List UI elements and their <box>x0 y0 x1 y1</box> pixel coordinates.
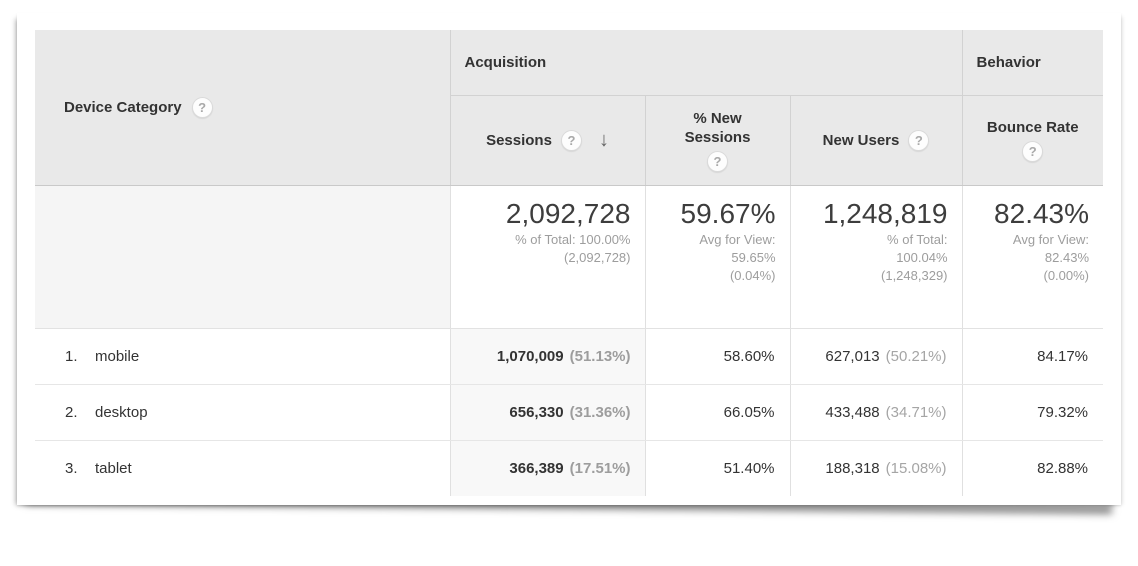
summary-sessions-subtext: % of Total: 100.00% <box>515 231 631 247</box>
sessions-column-header[interactable]: Sessions ? ↓ <box>449 95 645 186</box>
sessions-value: 366,389 <box>509 459 564 477</box>
table-row: 1. mobile 1,070,009 (51.13%) 58.60% 627,01… <box>35 328 1104 385</box>
summary-bounce-rate-subtext: 82.43% <box>1044 249 1090 265</box>
row-index: 3. <box>65 459 78 477</box>
new-users-value: 188,318 <box>825 459 880 477</box>
sessions-cell: 1,070,009 (51.13%) <box>449 328 645 385</box>
summary-new-users-value: 1,248,819 <box>822 197 948 229</box>
bounce-rate-value: 84.17% <box>1037 347 1089 365</box>
new-users-percent: (50.21%) <box>885 347 947 365</box>
summary-bounce-rate-subtext: (0.00%) <box>1043 267 1090 283</box>
pct-new-sessions-value: 58.60% <box>723 347 775 365</box>
bounce-rate-value: 79.32% <box>1037 403 1089 421</box>
sessions-cell: 366,389 (17.51%) <box>449 440 645 496</box>
summary-pct-new-sessions-subtext: 59.65% <box>731 249 776 265</box>
device-category-header-cell: Device Category ? <box>35 30 450 186</box>
bounce-rate-cell: 79.32% <box>961 384 1104 441</box>
help-icon[interactable]: ? <box>1022 141 1044 162</box>
device-name[interactable]: desktop <box>95 403 148 421</box>
device-cell: 1. mobile <box>35 328 450 385</box>
acquisition-group-label: Acquisition <box>464 53 547 71</box>
pct-new-sessions-value: 66.05% <box>723 403 775 421</box>
acquisition-group-header: Acquisition <box>449 30 963 96</box>
pct-new-sessions-cell: 58.60% <box>644 328 790 385</box>
sessions-percent: (31.36%) <box>569 403 631 421</box>
summary-sessions-cell: 2,092,728 % of Total: 100.00% (2,092,728… <box>449 185 645 329</box>
help-icon[interactable]: ? <box>908 129 930 151</box>
table-row: 2. desktop 656,330 (31.36%) 66.05% 433,488… <box>35 384 1104 441</box>
new-users-percent: (15.08%) <box>885 459 947 477</box>
new-users-value: 433,488 <box>825 403 880 421</box>
sessions-value: 1,070,009 <box>496 347 564 365</box>
device-cell: 3. tablet <box>35 440 450 496</box>
bounce-rate-column-header[interactable]: Bounce Rate ? <box>961 95 1104 186</box>
behavior-group-header: Behavior <box>961 30 1104 96</box>
summary-bounce-rate-cell: 82.43% Avg for View: 82.43% (0.00%) <box>961 185 1104 329</box>
help-icon[interactable]: ? <box>707 150 728 172</box>
bounce-rate-cell: 82.88% <box>961 440 1104 496</box>
device-category-header-label: Device Category <box>64 98 182 116</box>
sessions-percent: (51.13%) <box>569 347 631 365</box>
pct-new-sessions-cell: 51.40% <box>644 440 790 496</box>
bounce-rate-value: 82.88% <box>1037 459 1089 477</box>
device-cell: 2. desktop <box>35 384 450 441</box>
summary-device-cell <box>35 185 450 329</box>
sort-descending-icon[interactable]: ↓ <box>598 129 609 151</box>
new-users-cell: 433,488 (34.71%) <box>789 384 963 441</box>
pct-new-sessions-cell: 66.05% <box>644 384 790 441</box>
sessions-cell: 656,330 (31.36%) <box>449 384 645 441</box>
sessions-value: 656,330 <box>509 403 564 421</box>
pct-new-sessions-value: 51.40% <box>723 459 775 477</box>
help-icon[interactable]: ? <box>191 96 213 118</box>
report-card: Device Category ? Acquisition Behavior S… <box>17 13 1121 505</box>
column-header-row: Sessions ? ↓ % New Sessions ? New Users … <box>35 95 1104 186</box>
help-icon[interactable]: ? <box>560 129 582 151</box>
sessions-header-label[interactable]: Sessions <box>486 131 552 149</box>
summary-new-users-cell: 1,248,819 % of Total: 100.04% (1,248,329… <box>789 185 963 329</box>
bounce-rate-header-label[interactable]: Bounce Rate <box>986 119 1079 136</box>
new-users-cell: 627,013 (50.21%) <box>789 328 963 385</box>
device-name[interactable]: mobile <box>95 347 140 365</box>
summary-pct-new-sessions-subtext: Avg for View: <box>699 231 776 247</box>
summary-row: 2,092,728 % of Total: 100.00% (2,092,728… <box>35 185 1104 329</box>
summary-new-users-subtext: (1,248,329) <box>881 267 948 283</box>
new-users-value: 627,013 <box>825 347 880 365</box>
new-users-cell: 188,318 (15.08%) <box>789 440 963 496</box>
summary-sessions-subtext: (2,092,728) <box>564 249 631 265</box>
summary-pct-new-sessions-value: 59.67% <box>680 197 776 229</box>
pct-new-sessions-header-label[interactable]: % New Sessions <box>684 109 751 146</box>
new-users-column-header[interactable]: New Users ? <box>789 95 963 186</box>
new-users-percent: (34.71%) <box>885 403 947 421</box>
pct-new-sessions-column-header[interactable]: % New Sessions ? <box>644 95 790 186</box>
sessions-percent: (17.51%) <box>569 459 631 477</box>
table-row: 3. tablet 366,389 (17.51%) 51.40% 188,318 (… <box>35 440 1104 496</box>
summary-pct-new-sessions-subtext: (0.04%) <box>729 267 776 283</box>
summary-new-users-subtext: 100.04% <box>896 249 948 265</box>
summary-pct-new-sessions-cell: 59.67% Avg for View: 59.65% (0.04%) <box>644 185 790 329</box>
summary-new-users-subtext: % of Total: <box>887 231 948 247</box>
row-index: 1. <box>65 347 78 365</box>
summary-sessions-value: 2,092,728 <box>505 197 631 229</box>
group-header-row: Device Category ? Acquisition Behavior <box>35 30 1104 186</box>
new-users-header-label[interactable]: New Users <box>822 131 900 149</box>
summary-bounce-rate-value: 82.43% <box>994 197 1090 229</box>
behavior-group-label: Behavior <box>976 53 1041 71</box>
row-index: 2. <box>65 403 78 421</box>
summary-bounce-rate-subtext: Avg for View: <box>1012 231 1090 247</box>
bounce-rate-cell: 84.17% <box>961 328 1104 385</box>
device-name[interactable]: tablet <box>95 459 132 477</box>
device-category-table: Device Category ? Acquisition Behavior S… <box>35 30 1104 496</box>
